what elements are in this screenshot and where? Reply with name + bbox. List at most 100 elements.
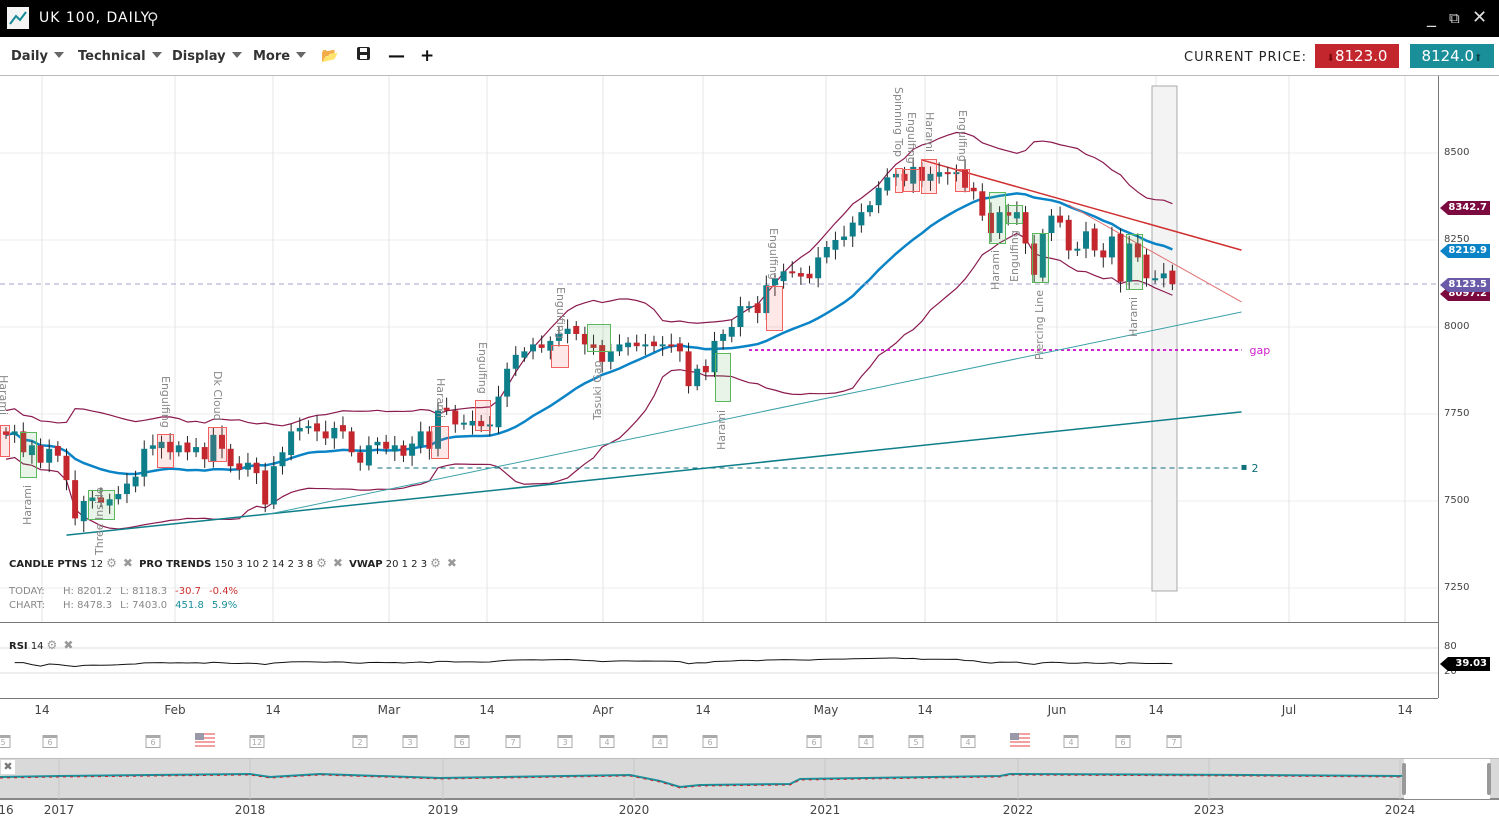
candle-body: [633, 342, 640, 347]
candle-body: [728, 327, 735, 337]
save-icon[interactable]: [356, 46, 371, 66]
us-flag-icon[interactable]: [195, 733, 215, 747]
close-icon[interactable]: ✖: [122, 556, 133, 570]
close-icon[interactable]: ✖: [332, 556, 343, 570]
popout-icon[interactable]: ⧉: [1449, 9, 1460, 27]
zoom-in-icon[interactable]: +: [420, 46, 435, 66]
pattern-box[interactable]: [921, 159, 937, 194]
calendar-event-icon[interactable]: 3: [402, 735, 418, 748]
pattern-box[interactable]: [903, 169, 920, 192]
candle-body: [11, 431, 18, 435]
menu-more[interactable]: More: [253, 49, 307, 64]
pattern-box[interactable]: [587, 324, 611, 352]
candle: [244, 452, 251, 477]
candle-body: [279, 452, 286, 467]
candle-body: [651, 341, 657, 347]
pattern-box[interactable]: [208, 427, 227, 462]
candle-body: [1152, 278, 1159, 281]
calendar-event-icon[interactable]: 7: [505, 735, 521, 748]
calendar-event-icon[interactable]: 12: [249, 735, 265, 748]
pattern-label: Harami: [1127, 296, 1140, 337]
candle: [875, 181, 882, 214]
candle-body: [158, 441, 165, 449]
navigator-window[interactable]: [1404, 759, 1490, 799]
date-tick: 14: [479, 703, 495, 717]
candle: [409, 436, 416, 466]
menu-daily[interactable]: Daily: [11, 49, 64, 64]
pattern-box[interactable]: [20, 432, 37, 478]
calendar-event-icon[interactable]: 2: [352, 735, 368, 748]
gear-icon[interactable]: ⚙: [430, 556, 441, 570]
pattern-box[interactable]: [895, 168, 903, 193]
navigator-right-handle[interactable]: [1487, 763, 1491, 795]
calendar-event-icon[interactable]: 3: [557, 735, 573, 748]
candle: [115, 486, 122, 505]
calendar-event-icon[interactable]: 5: [908, 735, 924, 748]
date-tick: Feb: [164, 703, 186, 717]
calendar-event-icon[interactable]: 4: [858, 735, 874, 748]
candle: [1152, 270, 1159, 284]
pattern-box[interactable]: [1032, 233, 1049, 283]
navigator-left-handle[interactable]: [1402, 763, 1406, 795]
search-icon[interactable]: ⚲: [147, 9, 159, 28]
rsi-panel[interactable]: [0, 622, 1438, 698]
candle: [823, 241, 830, 264]
candle: [806, 265, 813, 284]
close-icon[interactable]: ✖: [446, 556, 457, 570]
calendar-event-icon[interactable]: 6: [702, 735, 718, 748]
candle-body: [270, 466, 277, 505]
candle-body: [771, 278, 778, 286]
candle-body: [193, 447, 200, 453]
pattern-box[interactable]: [1126, 234, 1143, 290]
candle-body: [1005, 212, 1012, 216]
calendar-event-icon[interactable]: 4: [1063, 735, 1079, 748]
calendar-event-icon[interactable]: 5: [0, 735, 11, 748]
candle: [460, 414, 467, 430]
gear-icon[interactable]: ⚙: [106, 556, 117, 570]
close-icon[interactable]: ✕: [1472, 7, 1488, 28]
calendar-event-icon[interactable]: 6: [42, 735, 58, 748]
zoom-out-icon[interactable]: —: [388, 46, 405, 66]
pattern-box[interactable]: [551, 345, 569, 368]
candle: [504, 362, 511, 408]
calendar-event-icon[interactable]: 4: [599, 735, 615, 748]
rsi-line: [14, 657, 1173, 668]
pattern-box[interactable]: [766, 286, 783, 331]
calendar-event-icon[interactable]: 4: [652, 735, 668, 748]
menu-technical[interactable]: Technical: [78, 49, 162, 64]
candle: [495, 385, 502, 434]
price-chart[interactable]: gap 2: [0, 76, 1438, 622]
ask-price-button[interactable]: 8124.0⬆: [1410, 44, 1494, 68]
calendar-event-icon[interactable]: 6: [1115, 735, 1131, 748]
calendar-event-icon[interactable]: 6: [806, 735, 822, 748]
candle-body: [789, 271, 796, 274]
calendar-event-icon[interactable]: 7: [1166, 735, 1182, 748]
pattern-box[interactable]: [475, 400, 491, 431]
pattern-box[interactable]: [88, 490, 115, 520]
menu-display[interactable]: Display: [172, 49, 242, 64]
pattern-box[interactable]: [715, 353, 731, 402]
pattern-label: Engulfing: [476, 342, 489, 394]
calendar-event-icon[interactable]: 6: [454, 735, 470, 748]
bid-price-button[interactable]: ⬇8123.0: [1315, 44, 1399, 68]
gear-icon[interactable]: ⚙: [316, 556, 327, 570]
pattern-box[interactable]: [0, 425, 10, 457]
close-icon[interactable]: ✖: [63, 638, 74, 652]
navigator-close-icon[interactable]: ✖: [1, 760, 15, 774]
pattern-box[interactable]: [989, 192, 1006, 244]
candle-body: [1160, 273, 1167, 279]
candle: [227, 443, 234, 473]
pattern-box[interactable]: [431, 426, 449, 459]
pattern-box[interactable]: [157, 434, 174, 468]
pattern-box[interactable]: [955, 169, 970, 192]
candle-body: [564, 328, 571, 334]
candle: [1091, 223, 1098, 257]
pattern-box[interactable]: [1006, 205, 1023, 224]
calendar-event-icon[interactable]: 6: [145, 735, 161, 748]
calendar-event-icon[interactable]: 4: [960, 735, 976, 748]
us-flag-icon[interactable]: [1010, 733, 1030, 747]
gear-icon[interactable]: ⚙: [46, 638, 58, 652]
folder-open-icon[interactable]: 📂: [321, 48, 339, 64]
navigator[interactable]: ✖: [0, 758, 1499, 800]
minimize-icon[interactable]: _: [1427, 7, 1436, 28]
